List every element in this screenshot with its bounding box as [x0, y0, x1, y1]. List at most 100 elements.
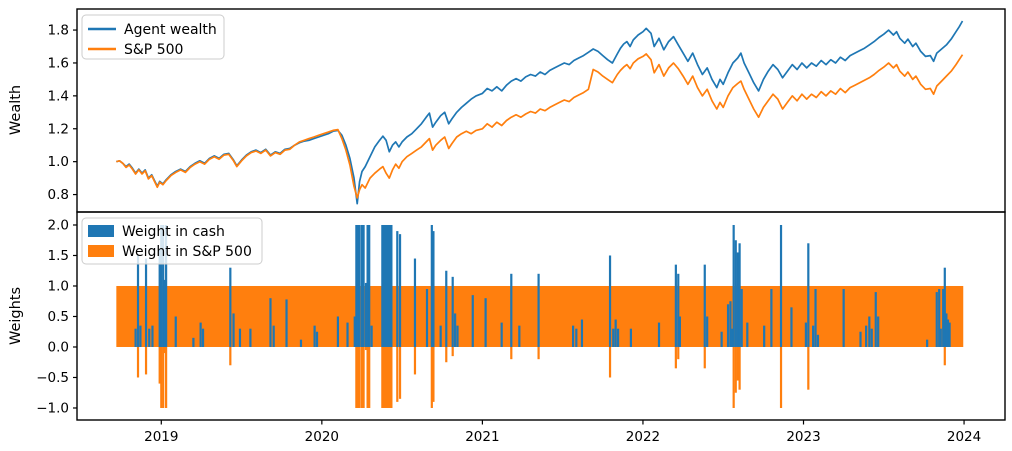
weights-legend: Weight in cash Weight in S&P 500	[81, 217, 263, 265]
x-tick-label: 2023	[786, 429, 820, 445]
cash-bar	[148, 328, 151, 347]
cash-bar	[678, 316, 681, 347]
cash-bar	[868, 316, 871, 347]
y-tick-label: 1.0	[48, 278, 69, 294]
cash-bar	[674, 264, 677, 347]
y-tick-label: 1.5	[48, 248, 69, 264]
y-tick-label: −0.5	[36, 370, 69, 386]
cash-bar	[336, 316, 339, 347]
sp500-short-bar	[432, 346, 435, 402]
y-tick-label: 1.4	[48, 88, 69, 104]
sp500-short-bar	[356, 346, 360, 408]
sp500-short-bar	[677, 346, 680, 360]
cash-bar	[814, 289, 817, 347]
cash-bar	[353, 316, 356, 347]
cash-bar	[572, 325, 575, 347]
cash-bar	[430, 224, 433, 347]
cash-bar	[192, 337, 195, 347]
cash-bar	[358, 224, 361, 347]
cash-bar	[732, 224, 735, 347]
sp500-legend-label: S&P 500	[124, 42, 183, 58]
cash-bar	[729, 301, 732, 347]
cash-bar	[454, 313, 457, 347]
cash-bar	[432, 231, 435, 347]
sp500-weight-legend-swatch	[88, 245, 114, 257]
sp500-line	[116, 53, 964, 199]
cash-bar	[471, 295, 474, 347]
x-tick-label: 2019	[144, 429, 178, 445]
wealth-legend: Agent wealth S&P 500	[81, 14, 225, 60]
y-tick-label: −1.0	[36, 400, 69, 416]
cash-bar	[804, 322, 808, 347]
cash-bar	[163, 279, 166, 347]
cash-bar	[201, 328, 205, 347]
cash-bar	[158, 249, 161, 347]
cash-bar	[720, 331, 723, 347]
sp500-short-bar	[360, 346, 364, 408]
cash-bar	[537, 273, 540, 347]
sp500-short-bar	[779, 346, 783, 408]
cash-bar	[229, 267, 232, 347]
cash-bar	[413, 258, 417, 347]
y-tick-label: 0.8	[48, 187, 69, 203]
sp500-short-bar	[732, 346, 735, 408]
cash-bar	[398, 234, 402, 347]
cash-bar	[484, 298, 487, 347]
cash-bar	[136, 255, 140, 347]
cash-bar	[451, 276, 454, 347]
sp500-short-bar	[366, 346, 369, 408]
cash-bar	[238, 328, 242, 347]
cash-bar	[360, 224, 364, 347]
sp500-short-bar	[163, 346, 166, 354]
cash-bar	[346, 322, 349, 347]
cash-bar	[945, 313, 948, 347]
sp500-short-bar	[413, 346, 417, 375]
cash-bar	[456, 325, 459, 347]
agent-wealth-legend-label: Agent wealth	[124, 22, 217, 38]
sp500-short-bar	[674, 346, 677, 369]
cash-legend-swatch	[88, 225, 114, 237]
cash-bar	[381, 224, 393, 347]
cash-bar	[706, 316, 709, 347]
sp500-short-bar	[358, 346, 361, 408]
y-tick-label: 1.0	[48, 154, 69, 170]
sp500-short-bar	[445, 346, 448, 363]
y-tick-label: 1.2	[48, 121, 69, 137]
sp500-short-bar	[364, 346, 368, 351]
legend-frame	[81, 217, 263, 265]
cash-bar	[942, 289, 945, 347]
sp500-base-bar	[116, 285, 964, 347]
x-tick-label: 2024	[947, 429, 981, 445]
sp500-short-bar	[362, 346, 365, 408]
cash-bar	[249, 328, 252, 347]
cash-bar	[368, 224, 371, 347]
sp500-short-bar	[451, 346, 454, 357]
cash-bar	[874, 292, 877, 347]
cash-bar	[726, 304, 730, 347]
cash-bar	[946, 319, 950, 347]
y-tick-label: 0.5	[48, 309, 69, 325]
cash-bar	[144, 258, 148, 347]
cash-legend-label: Weight in cash	[122, 224, 225, 240]
y-tick-label: 1.6	[48, 55, 69, 71]
cash-bar	[736, 252, 739, 347]
cash-bar	[364, 282, 368, 347]
sp500-short-bar	[158, 346, 161, 384]
cash-bar	[807, 243, 810, 347]
sp500-short-bar	[807, 346, 810, 390]
cash-bar	[272, 325, 275, 347]
sp500-short-bar	[537, 346, 540, 360]
cash-bar	[162, 224, 165, 347]
cash-bar	[614, 319, 617, 347]
cash-bar	[746, 322, 749, 347]
y-tick-label: 1.8	[48, 23, 69, 39]
wealth-axis-label: Wealth	[8, 85, 24, 135]
cash-bar	[770, 289, 773, 347]
cash-bar	[500, 322, 503, 347]
sp500-short-bar	[510, 346, 513, 360]
cash-bar	[608, 255, 612, 347]
sp500-short-bar	[430, 346, 433, 408]
cash-bar	[865, 325, 868, 347]
